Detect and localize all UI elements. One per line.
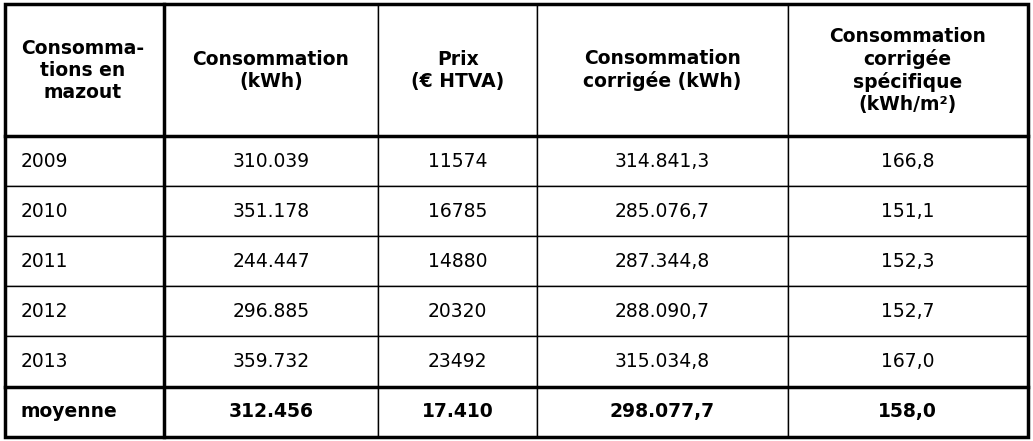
Bar: [5, 236, 163, 286]
Bar: [787, 186, 1028, 236]
Text: 2009: 2009: [21, 152, 68, 171]
Text: 285.076,7: 285.076,7: [615, 202, 710, 221]
Bar: [163, 186, 378, 236]
Text: 310.039: 310.039: [232, 152, 310, 171]
Bar: [537, 136, 787, 186]
Bar: [787, 4, 1028, 136]
Bar: [378, 136, 537, 186]
Text: 244.447: 244.447: [232, 252, 310, 271]
Text: 16785: 16785: [428, 202, 488, 221]
Text: 298.077,7: 298.077,7: [609, 402, 715, 421]
Text: 11574: 11574: [428, 152, 488, 171]
Bar: [163, 4, 378, 136]
Text: 312.456: 312.456: [228, 402, 314, 421]
Text: 152,3: 152,3: [881, 252, 935, 271]
Bar: [537, 336, 787, 386]
Bar: [5, 386, 163, 437]
Text: 152,7: 152,7: [881, 302, 935, 321]
Bar: [787, 136, 1028, 186]
Text: Consommation
corrigée
spécifique
(kWh/m²): Consommation corrigée spécifique (kWh/m²…: [829, 26, 987, 114]
Bar: [787, 386, 1028, 437]
Text: 2011: 2011: [21, 252, 68, 271]
Bar: [5, 4, 163, 136]
Text: 287.344,8: 287.344,8: [615, 252, 710, 271]
Text: 288.090,7: 288.090,7: [615, 302, 710, 321]
Bar: [163, 286, 378, 336]
Bar: [537, 236, 787, 286]
Text: 23492: 23492: [428, 352, 488, 371]
Bar: [5, 286, 163, 336]
Bar: [163, 236, 378, 286]
Text: 17.410: 17.410: [421, 402, 494, 421]
Text: 359.732: 359.732: [232, 352, 310, 371]
Bar: [787, 286, 1028, 336]
Bar: [787, 336, 1028, 386]
Bar: [5, 136, 163, 186]
Bar: [378, 236, 537, 286]
Bar: [163, 386, 378, 437]
Bar: [537, 186, 787, 236]
Text: 167,0: 167,0: [881, 352, 935, 371]
Text: 314.841,3: 314.841,3: [615, 152, 710, 171]
Text: Prix
(€ HTVA): Prix (€ HTVA): [411, 50, 504, 91]
Bar: [787, 236, 1028, 286]
Text: 296.885: 296.885: [232, 302, 310, 321]
Text: moyenne: moyenne: [21, 402, 118, 421]
Text: 2013: 2013: [21, 352, 68, 371]
Bar: [537, 386, 787, 437]
Bar: [163, 136, 378, 186]
Text: 351.178: 351.178: [232, 202, 310, 221]
Text: 2012: 2012: [21, 302, 68, 321]
Text: 315.034,8: 315.034,8: [615, 352, 710, 371]
Bar: [378, 386, 537, 437]
Bar: [378, 4, 537, 136]
Text: 151,1: 151,1: [881, 202, 935, 221]
Bar: [378, 286, 537, 336]
Text: 2010: 2010: [21, 202, 68, 221]
Text: Consomma-
tions en
mazout: Consomma- tions en mazout: [21, 39, 144, 102]
Text: 14880: 14880: [428, 252, 488, 271]
Bar: [537, 4, 787, 136]
Bar: [5, 186, 163, 236]
Text: 20320: 20320: [428, 302, 488, 321]
Bar: [163, 336, 378, 386]
Bar: [378, 186, 537, 236]
Bar: [537, 286, 787, 336]
Text: 166,8: 166,8: [881, 152, 935, 171]
Bar: [378, 336, 537, 386]
Bar: [5, 336, 163, 386]
Text: Consommation
(kWh): Consommation (kWh): [192, 50, 349, 91]
Text: Consommation
corrigée (kWh): Consommation corrigée (kWh): [583, 49, 742, 91]
Text: 158,0: 158,0: [878, 402, 937, 421]
